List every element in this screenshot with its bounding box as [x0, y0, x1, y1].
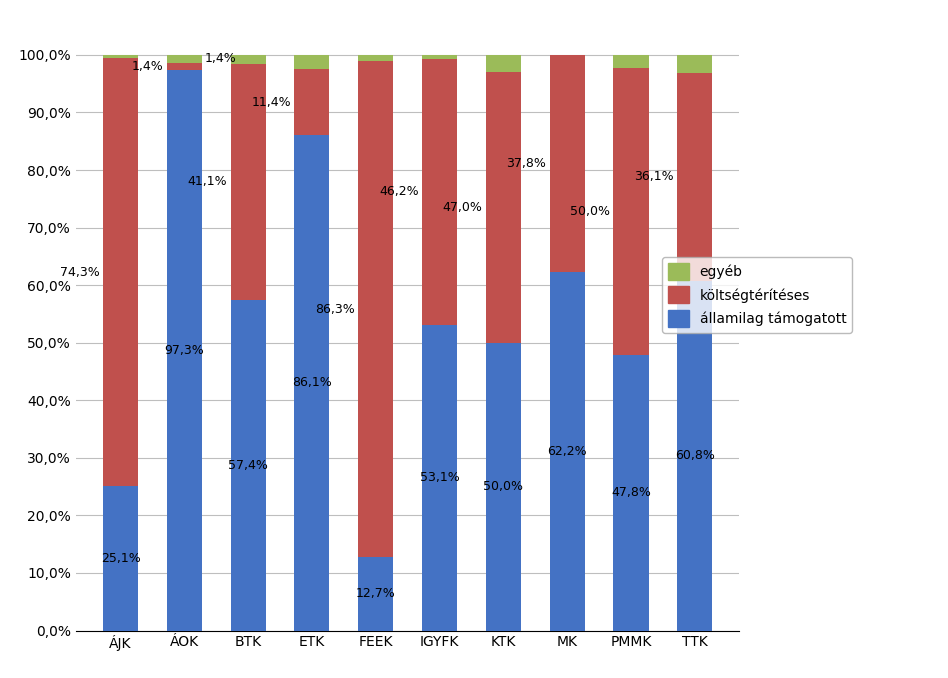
Bar: [358, 557, 393, 631]
Text: 86,1%: 86,1%: [292, 376, 332, 389]
Bar: [295, 55, 330, 69]
Bar: [230, 64, 265, 300]
Bar: [677, 281, 712, 631]
Bar: [167, 71, 202, 631]
Bar: [677, 55, 712, 73]
Bar: [613, 55, 648, 68]
Bar: [677, 73, 712, 281]
Bar: [550, 55, 585, 273]
Legend: egyéb, költségtérítéses, államilag támogatott: egyéb, költségtérítéses, államilag támog…: [662, 257, 852, 333]
Text: 12,7%: 12,7%: [356, 587, 395, 601]
Text: 62,2%: 62,2%: [547, 445, 587, 458]
Text: 97,3%: 97,3%: [164, 344, 204, 357]
Bar: [358, 60, 393, 557]
Bar: [485, 72, 520, 342]
Bar: [550, 273, 585, 631]
Text: 11,4%: 11,4%: [251, 96, 291, 108]
Text: 37,8%: 37,8%: [506, 157, 546, 170]
Bar: [230, 55, 265, 64]
Text: 25,1%: 25,1%: [100, 552, 140, 565]
Bar: [167, 55, 202, 63]
Bar: [103, 486, 138, 631]
Bar: [230, 300, 265, 631]
Text: 36,1%: 36,1%: [634, 170, 674, 183]
Text: 1,4%: 1,4%: [132, 60, 164, 73]
Text: 41,1%: 41,1%: [188, 176, 228, 188]
Text: 50,0%: 50,0%: [483, 480, 523, 493]
Bar: [103, 58, 138, 486]
Text: 57,4%: 57,4%: [228, 459, 268, 472]
Text: 53,1%: 53,1%: [420, 471, 460, 484]
Bar: [422, 59, 457, 325]
Text: 74,3%: 74,3%: [60, 266, 100, 279]
Bar: [613, 355, 648, 631]
Bar: [485, 55, 520, 72]
Text: 47,8%: 47,8%: [611, 486, 651, 500]
Bar: [167, 63, 202, 71]
Bar: [485, 342, 520, 631]
Bar: [295, 69, 330, 135]
Text: 1,4%: 1,4%: [205, 52, 237, 65]
Bar: [358, 55, 393, 60]
Text: 86,3%: 86,3%: [316, 302, 355, 315]
Bar: [295, 135, 330, 631]
Text: 46,2%: 46,2%: [379, 185, 419, 199]
Text: 50,0%: 50,0%: [571, 205, 611, 218]
Bar: [422, 325, 457, 631]
Text: 60,8%: 60,8%: [675, 449, 715, 462]
Bar: [103, 55, 138, 58]
Bar: [422, 55, 457, 59]
Text: 47,0%: 47,0%: [443, 201, 483, 214]
Bar: [613, 68, 648, 355]
